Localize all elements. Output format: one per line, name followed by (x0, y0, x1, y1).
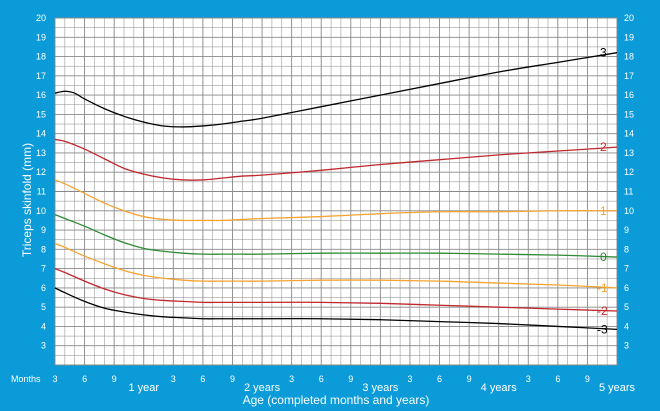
y-tick-label-left: 17 (36, 71, 46, 81)
x-tick-label-month: 9 (467, 374, 472, 384)
series-label-2: 2 (600, 140, 607, 154)
x-tick-label-month: 9 (230, 374, 235, 384)
y-tick-label-right: 15 (624, 109, 634, 119)
series-labels: 3 2 1 0 -1 -2 -3 (597, 46, 608, 337)
y-tick-label-left: 8 (41, 244, 46, 254)
x-tick-label-month: 3 (526, 374, 531, 384)
y-tick-label-left: 15 (36, 109, 46, 119)
y-tick-label-left: 12 (36, 167, 46, 177)
series-label--2: -2 (597, 304, 608, 318)
y-tick-label-left: 6 (41, 283, 46, 293)
y-tick-label-right: 7 (624, 264, 629, 274)
series-line--2 (54, 268, 618, 312)
series-label-0: 0 (600, 250, 607, 264)
y-tick-label-right: 9 (624, 225, 629, 235)
y-tick-label-left: 14 (36, 129, 46, 139)
y-tick-label-left: 11 (37, 187, 46, 197)
x-tick-label-month: 9 (348, 374, 353, 384)
y-tick-label-right: 16 (624, 90, 634, 100)
x-tick-label-month: 3 (171, 374, 176, 384)
x-tick-label-month: 9 (112, 374, 117, 384)
x-tick-label-month: 6 (555, 374, 560, 384)
y-axis-title: Triceps skinfold (mm) (20, 143, 34, 257)
y-tick-label-right: 8 (624, 244, 629, 254)
y-tick-label-right: 6 (624, 283, 629, 293)
x-tick-label-month: 3 (289, 374, 294, 384)
y-tick-label-left: 4 (41, 321, 46, 331)
y-tick-label-right: 20 (624, 13, 634, 23)
series-line-0 (54, 214, 618, 258)
series-label--1: -1 (597, 281, 608, 295)
series-line-1 (54, 179, 618, 222)
series-label-3: 3 (600, 46, 607, 60)
series-line--1 (54, 242, 618, 289)
y-tick-label-left: 10 (36, 206, 46, 216)
x-tick-label-month: 9 (585, 374, 590, 384)
y-tick-label-right: 17 (624, 71, 634, 81)
x-tick-label-month: 3 (407, 374, 412, 384)
x-axis-title: Age (completed months and years) (243, 393, 430, 407)
x-tick-label-month: 6 (437, 374, 442, 384)
y-tick-label-left: 18 (36, 52, 46, 62)
y-tick-label-left: 20 (36, 13, 46, 23)
x-tick-label-month: 6 (319, 374, 324, 384)
series-line--3 (54, 287, 618, 330)
x-tick-label-month: 6 (200, 374, 205, 384)
x-tick-label-year: 1 year (128, 382, 159, 394)
y-tick-label-right: 18 (624, 52, 634, 62)
y-tick-label-left: 7 (41, 264, 46, 274)
y-tick-label-left: 3 (41, 341, 46, 351)
x-tick-label-year: 5 years (599, 382, 636, 394)
y-tick-label-right: 5 (624, 302, 629, 312)
series-label-1: 1 (600, 204, 607, 218)
series-line-2 (54, 138, 618, 181)
x-tick-label-month: 6 (82, 374, 87, 384)
y-tick-label-left: 13 (36, 148, 46, 158)
y-tick-label-right: 19 (624, 32, 634, 42)
y-tick-label-right: 12 (624, 167, 634, 177)
y-tick-label-left: 16 (36, 90, 46, 100)
y-tick-label-right: 11 (624, 187, 633, 197)
x-unit-label: Months (11, 374, 41, 384)
series-lines (54, 52, 618, 330)
y-tick-label-left: 9 (41, 225, 46, 235)
x-tick-label-year: 3 years (362, 382, 399, 394)
x-tick-label-month: 3 (52, 374, 57, 384)
series-label--3: -3 (597, 322, 608, 336)
x-tick-label-year: 2 years (244, 382, 281, 394)
y-tick-label-left: 19 (36, 32, 46, 42)
grid (54, 17, 618, 366)
series-line-3 (54, 52, 618, 128)
y-tick-label-right: 13 (624, 148, 634, 158)
x-tick-label-year: 4 years (481, 382, 518, 394)
y-tick-label-right: 4 (624, 321, 629, 331)
y-tick-label-right: 3 (624, 341, 629, 351)
y-tick-label-right: 10 (624, 206, 634, 216)
y-tick-label-right: 14 (624, 129, 634, 139)
y-tick-label-left: 5 (41, 302, 46, 312)
